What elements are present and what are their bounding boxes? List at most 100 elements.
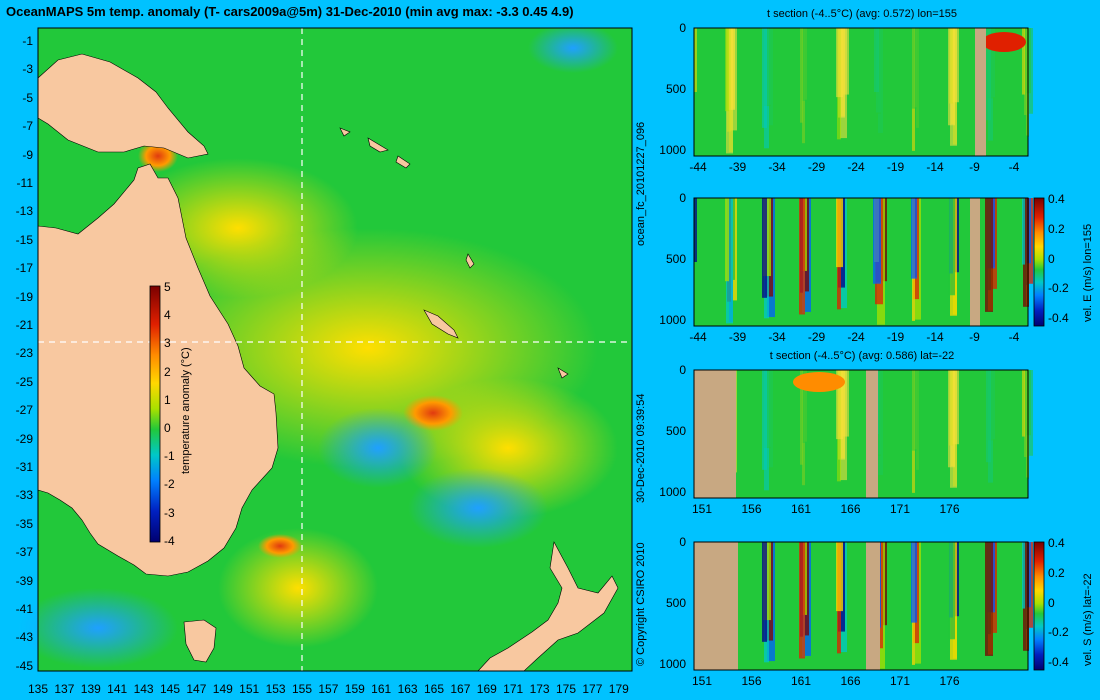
lat-tick-label: -27 xyxy=(15,403,33,418)
land-new-zealand xyxy=(477,541,619,672)
lon-tick-label: 135 xyxy=(27,682,49,696)
depth-tick-label: 1000 xyxy=(659,142,686,157)
colorbar-label: temperature anomaly (°C) xyxy=(180,347,192,474)
velocity-colorbar xyxy=(1033,541,1045,671)
depth-tick-label: 500 xyxy=(665,423,686,438)
lon-tick-label: 167 xyxy=(450,682,471,696)
section-x-tick-label: -4 xyxy=(1008,330,1020,344)
section-x-tick-label: -24 xyxy=(847,160,865,174)
lon-tick-label: 149 xyxy=(212,682,233,696)
lat-tick-label: -9 xyxy=(22,147,33,162)
velocity-colorbar-tick: 0.2 xyxy=(1048,221,1065,236)
section-plot-3[interactable] xyxy=(693,369,1033,499)
seafloor-land-mask xyxy=(970,198,980,326)
section-x-tick-label: 151 xyxy=(691,674,713,688)
section-x-tick-label: 156 xyxy=(741,502,762,516)
section-x-tick-label: 161 xyxy=(790,502,812,516)
depth-tick-label: 0 xyxy=(679,21,686,35)
section-x-tick-label: -29 xyxy=(807,330,826,344)
colorbar-tick: 0 xyxy=(164,421,171,435)
lat-tick-label: -29 xyxy=(15,431,33,446)
lon-tick-label: 163 xyxy=(397,682,418,696)
section-title: t section (-4..5°C) (avg: 0.586) lat=-22 xyxy=(769,350,955,362)
section-x-tick-label: -34 xyxy=(768,330,786,344)
seafloor-land-mask xyxy=(866,542,880,670)
lon-tick-label: 155 xyxy=(291,682,313,696)
cool-anomaly-region xyxy=(318,408,438,488)
velocity-colorbar-label: vel. E (m/s) lon=155 xyxy=(1082,223,1094,322)
map-frame xyxy=(37,27,633,672)
colorbar-tick: 5 xyxy=(164,280,171,294)
lat-tick-label: -41 xyxy=(15,602,33,616)
section-x-tick-label: 171 xyxy=(889,674,911,688)
colorbar-tick: 4 xyxy=(164,308,171,323)
velocity-colorbar-label: vel. S (m/s) lat=-22 xyxy=(1082,573,1094,666)
colorbar-tick: -4 xyxy=(164,533,175,548)
land-islands xyxy=(339,127,569,379)
lon-tick-label: 179 xyxy=(608,682,629,696)
section-plot-2[interactable] xyxy=(693,197,1033,327)
velocity-colorbar-tick: -0.4 xyxy=(1048,311,1069,326)
lat-tick-label: -39 xyxy=(15,573,33,588)
land-tasmania xyxy=(183,619,217,663)
section-x-tick-label: 161 xyxy=(790,674,812,688)
lat-tick-label: -5 xyxy=(22,90,33,105)
lon-tick-label: 173 xyxy=(529,682,550,696)
lon-tick-label: 151 xyxy=(239,682,260,696)
lat-tick-label: -45 xyxy=(15,658,33,673)
lat-tick-label: -25 xyxy=(15,374,33,389)
section-x-tick-label: -9 xyxy=(969,330,980,344)
seafloor-land-mask xyxy=(975,28,986,156)
velocity-colorbar-tick: 0.4 xyxy=(1048,192,1065,206)
section-plot-1[interactable] xyxy=(693,27,1033,157)
lon-tick-label: 159 xyxy=(344,682,365,696)
lat-tick-label: -33 xyxy=(15,488,33,503)
temperature-anomaly-map[interactable] xyxy=(18,23,633,672)
lat-tick-label: -13 xyxy=(15,204,33,219)
depth-tick-label: 500 xyxy=(665,81,686,96)
lat-tick-label: -21 xyxy=(15,318,33,332)
lon-tick-label: 161 xyxy=(371,682,392,696)
temperature-colorbar xyxy=(149,285,161,543)
lon-tick-label: 165 xyxy=(423,682,445,696)
depth-tick-label: 500 xyxy=(665,595,686,610)
map-title: OceanMAPS 5m temp. anomaly (T- cars2009a… xyxy=(6,4,574,19)
section-x-tick-label: -34 xyxy=(768,160,786,174)
section-x-tick-label: -29 xyxy=(807,160,826,174)
lon-tick-label: 145 xyxy=(159,682,181,696)
seafloor-land-mask xyxy=(694,542,738,670)
lon-tick-label: 175 xyxy=(555,682,577,696)
lat-tick-label: -35 xyxy=(15,516,33,531)
section-x-tick-label: 151 xyxy=(691,502,713,516)
colorbar-tick: -2 xyxy=(164,477,175,492)
velocity-colorbar xyxy=(1033,197,1045,327)
section-x-tick-label: -9 xyxy=(969,160,980,174)
section-x-tick-label: -39 xyxy=(728,160,747,174)
velocity-colorbar-tick: 0.4 xyxy=(1048,536,1065,550)
velocity-colorbar-tick: 0.2 xyxy=(1048,565,1065,580)
section-plot-4[interactable] xyxy=(693,541,1033,671)
section-x-tick-label: -39 xyxy=(728,330,747,344)
lat-tick-label: -43 xyxy=(15,630,33,645)
colorbar-tick: 1 xyxy=(164,392,171,407)
land-new-caledonia xyxy=(423,309,459,339)
velocity-colorbar-tick: -0.2 xyxy=(1048,625,1069,640)
lat-tick-label: -1 xyxy=(22,34,33,48)
cool-anomaly-region xyxy=(528,23,618,73)
colorbar-tick: 2 xyxy=(164,364,171,379)
section-x-tick-label: 166 xyxy=(840,502,861,516)
lon-tick-label: 139 xyxy=(80,682,101,696)
lon-tick-label: 147 xyxy=(186,682,207,696)
section-x-tick-label: 156 xyxy=(741,674,762,688)
lon-tick-label: 153 xyxy=(265,682,286,696)
section-x-tick-label: 171 xyxy=(889,502,911,516)
lon-tick-label: 141 xyxy=(107,682,128,696)
forecast-file-label: ocean_fc_20101227_096 xyxy=(635,121,647,246)
section-x-tick-label: -14 xyxy=(926,330,944,344)
lon-tick-label: 157 xyxy=(318,682,339,696)
lat-tick-label: -7 xyxy=(22,119,33,134)
lon-tick-label: 171 xyxy=(503,682,524,696)
depth-tick-label: 500 xyxy=(665,251,686,266)
section-x-tick-label: 176 xyxy=(939,674,960,688)
lat-tick-label: -23 xyxy=(15,346,33,361)
